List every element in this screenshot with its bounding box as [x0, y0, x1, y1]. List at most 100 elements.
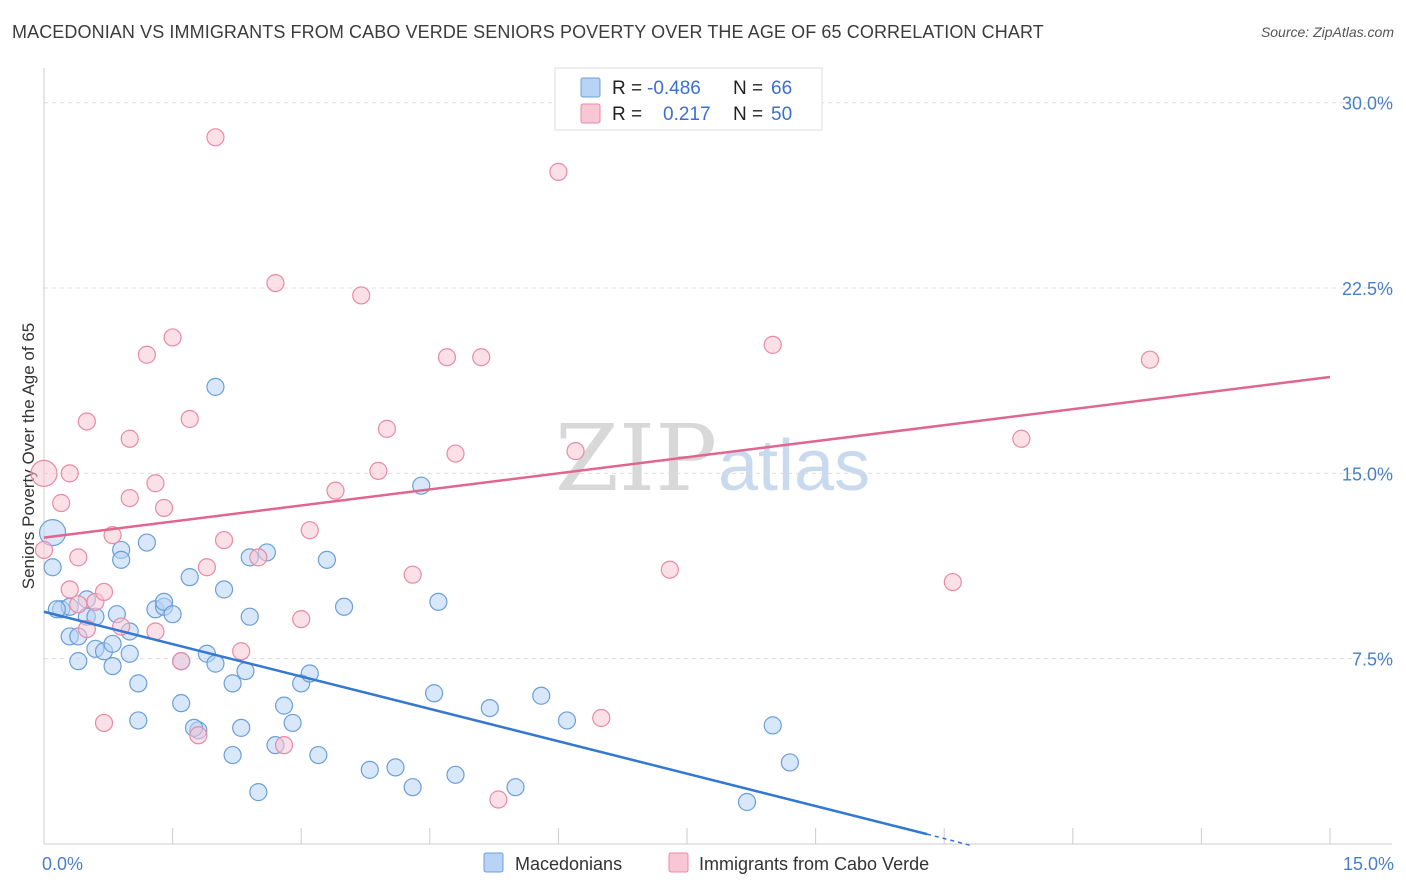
macedonian-point-48 — [360, 760, 379, 779]
cabo-verde-point-48 — [206, 128, 225, 147]
macedonian-point-24 — [163, 605, 182, 624]
source-label: Source: ZipAtlas.com — [1260, 24, 1394, 40]
macedonian-point-59 — [763, 716, 782, 735]
cabo-verde-point-7 — [77, 412, 96, 431]
macedonian-point-0 — [38, 519, 67, 547]
macedonian-point-37 — [240, 607, 259, 626]
cabo-verde-point-29 — [292, 610, 311, 629]
cabo-verde-point-25 — [232, 642, 251, 661]
legend-n-label-macedonians: N = — [733, 78, 763, 99]
macedonian-point-41 — [274, 696, 294, 715]
legend-box: R = -0.486 N = 66 R = 0.217 N = 50 — [554, 67, 823, 131]
legend-r-label-macedonians: R = — [612, 78, 642, 99]
cabo-verde-point-34 — [377, 419, 397, 438]
macedonian-point-58 — [737, 792, 757, 812]
bottom-legend-label-macedonians: Macedonians — [515, 854, 622, 874]
cabo-verde-point-26 — [249, 548, 268, 567]
cabo-verde-point-2 — [52, 493, 71, 513]
cabo-verde-point-1 — [34, 540, 54, 560]
cabo-verde-point-15 — [137, 345, 156, 364]
macedonian-point-45 — [309, 745, 328, 765]
macedonian-point-47 — [334, 597, 354, 616]
cabo-verde-point-18 — [154, 498, 174, 518]
chart-title: MACEDONIAN VS IMMIGRANTS FROM CABO VERDE… — [12, 22, 1044, 42]
watermark-zip: ZIP — [555, 405, 717, 512]
legend-n-value-cabo-verde: 50 — [771, 104, 792, 125]
trend-line-macedonians — [43, 610, 928, 836]
cabo-verde-point-28 — [274, 736, 294, 755]
cabo-verde-point-42 — [592, 708, 611, 728]
macedonian-point-15 — [112, 550, 131, 569]
macedonian-point-42 — [283, 713, 302, 733]
y-tick-labels: 7.5% 15.0% 22.5% 30.0% — [1342, 94, 1393, 670]
macedonian-point-54 — [480, 698, 499, 718]
legend-r-value-macedonians: -0.486 — [647, 78, 701, 99]
cabo-verde-point-9 — [94, 582, 114, 602]
axes — [43, 68, 1392, 845]
cabo-verde-point-21 — [180, 409, 199, 429]
legend-n-value-macedonians: 66 — [771, 78, 792, 99]
cabo-verde-point-23 — [197, 558, 216, 577]
cabo-verde-point-27 — [266, 273, 285, 293]
bottom-legend-label-cabo-verde: Immigrants from Cabo Verde — [699, 854, 929, 874]
trend-line-cabo-verde — [43, 375, 1331, 539]
legend-r-label-cabo-verde: R = — [612, 104, 642, 125]
macedonian-point-60 — [780, 753, 799, 772]
macedonian-point-46 — [317, 550, 337, 569]
cabo-verde-point-22 — [189, 726, 208, 745]
cabo-verde-point-44 — [763, 335, 782, 354]
cabo-verde-point-41 — [566, 442, 585, 461]
y-tick-label-2: 22.5% — [1342, 279, 1393, 299]
macedonian-point-49 — [386, 758, 405, 777]
cabo-verde-point-43 — [660, 560, 679, 579]
macedonian-point-17 — [120, 644, 139, 663]
macedonian-point-55 — [506, 778, 525, 797]
legend-n-label-cabo-verde: N = — [733, 104, 763, 125]
y-axis-title: Seniors Poverty Over the Age of 65 — [19, 323, 38, 589]
bottom-legend-swatch-cabo-verde — [668, 852, 689, 873]
cabo-verde-point-39 — [489, 790, 508, 809]
trend-lines — [43, 375, 1331, 846]
cabo-verde-point-31 — [326, 481, 345, 500]
macedonian-point-32 — [214, 580, 234, 599]
macedonian-point-20 — [137, 533, 156, 552]
cabo-verde-point-11 — [103, 526, 122, 545]
macedonian-point-19 — [129, 711, 148, 730]
x-ticks — [43, 828, 1331, 844]
watermark-atlas: atlas — [718, 426, 870, 506]
cabo-verde-point-40 — [549, 162, 568, 181]
macedonian-point-18 — [129, 674, 148, 693]
macedonian-point-31 — [206, 377, 225, 396]
macedonian-point-52 — [429, 592, 448, 611]
y-tick-label-0: 7.5% — [1352, 650, 1393, 670]
macedonian-point-57 — [557, 711, 577, 730]
macedonian-point-27 — [180, 568, 199, 587]
x-tick-label-max: 15.0% — [1343, 854, 1394, 874]
y-tick-label-3: 30.0% — [1342, 94, 1393, 114]
cabo-verde-point-46 — [1012, 429, 1031, 448]
macedonian-point-35 — [232, 718, 251, 737]
macedonian-point-53 — [446, 765, 465, 784]
macedonian-point-34 — [223, 745, 242, 765]
legend-r-value-cabo-verde: 0.217 — [663, 104, 711, 125]
cabo-verde-point-45 — [943, 572, 962, 592]
cabo-verde-point-14 — [120, 488, 139, 508]
macedonian-point-13 — [103, 656, 122, 676]
x-tick-label-min: 0.0% — [42, 854, 83, 874]
y-tick-label-1: 15.0% — [1342, 464, 1393, 484]
macedonian-point-63 — [424, 684, 444, 703]
cabo-verde-point-24 — [214, 530, 234, 550]
cabo-verde-point-32 — [352, 286, 371, 305]
cabo-verde-point-30 — [300, 521, 319, 540]
cabo-verde-point-5 — [69, 548, 88, 567]
bottom-legend-swatch-macedonians — [483, 852, 504, 873]
cabo-verde-point-19 — [163, 328, 182, 347]
cabo-verde-point-16 — [146, 474, 165, 493]
macedonian-point-23 — [154, 592, 174, 611]
macedonian-point-1 — [43, 558, 62, 577]
legend-swatch-macedonians — [580, 77, 601, 98]
cabo-verde-point-3 — [60, 464, 79, 483]
macedonian-point-50 — [403, 778, 422, 797]
macedonian-point-38 — [249, 783, 268, 802]
macedonian-point-5 — [69, 652, 88, 671]
